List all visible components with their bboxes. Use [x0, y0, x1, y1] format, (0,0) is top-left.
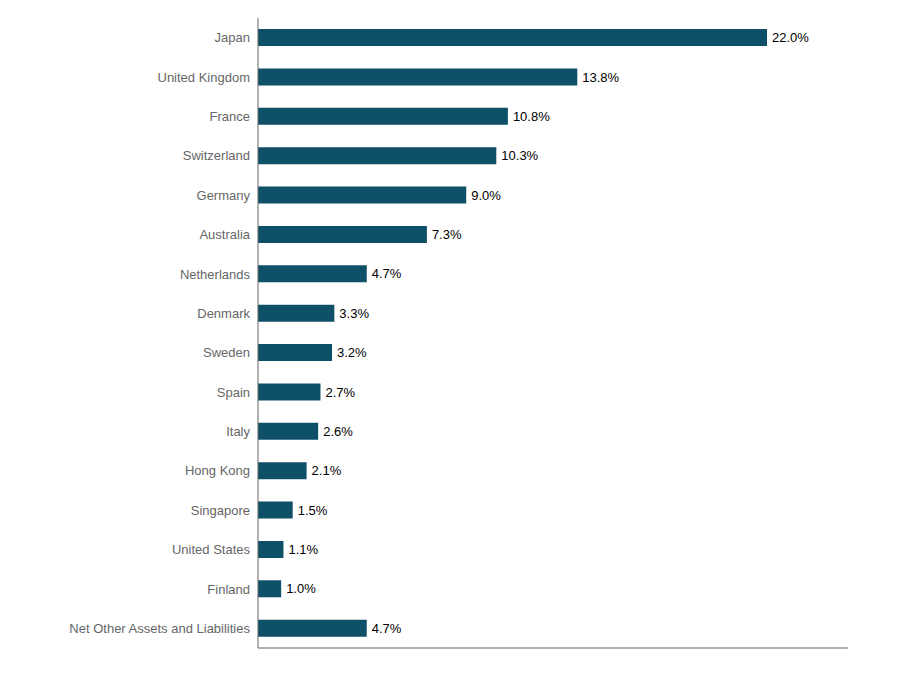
svg-text:2.6%: 2.6%: [323, 424, 353, 439]
svg-text:Australia: Australia: [199, 227, 250, 242]
svg-text:Netherlands: Netherlands: [180, 267, 251, 282]
svg-text:Germany: Germany: [197, 188, 251, 203]
svg-text:3.3%: 3.3%: [339, 306, 369, 321]
svg-text:7.3%: 7.3%: [432, 227, 462, 242]
svg-text:Switzerland: Switzerland: [183, 148, 250, 163]
svg-text:United States: United States: [172, 542, 251, 557]
svg-text:France: France: [210, 109, 250, 124]
svg-text:2.1%: 2.1%: [312, 463, 342, 478]
svg-text:22.0%: 22.0%: [772, 30, 809, 45]
svg-text:10.3%: 10.3%: [501, 148, 538, 163]
svg-text:Finland: Finland: [207, 582, 250, 597]
svg-text:Singapore: Singapore: [191, 503, 250, 518]
svg-text:Hong Kong: Hong Kong: [185, 463, 250, 478]
svg-text:United Kingdom: United Kingdom: [158, 70, 251, 85]
svg-text:9.0%: 9.0%: [471, 188, 501, 203]
svg-text:Italy: Italy: [226, 424, 250, 439]
svg-text:1.0%: 1.0%: [286, 581, 316, 596]
svg-text:10.8%: 10.8%: [513, 109, 550, 124]
svg-text:Spain: Spain: [217, 385, 250, 400]
svg-text:1.1%: 1.1%: [288, 542, 318, 557]
svg-text:4.7%: 4.7%: [372, 621, 402, 636]
svg-text:3.2%: 3.2%: [337, 345, 367, 360]
svg-text:Japan: Japan: [215, 30, 250, 45]
svg-text:Sweden: Sweden: [203, 345, 250, 360]
svg-text:Denmark: Denmark: [197, 306, 250, 321]
svg-text:2.7%: 2.7%: [325, 385, 355, 400]
svg-text:Net Other Assets and Liabiliti: Net Other Assets and Liabilities: [69, 621, 250, 636]
svg-text:4.7%: 4.7%: [372, 266, 402, 281]
svg-text:1.5%: 1.5%: [298, 503, 328, 518]
svg-text:13.8%: 13.8%: [582, 70, 619, 85]
